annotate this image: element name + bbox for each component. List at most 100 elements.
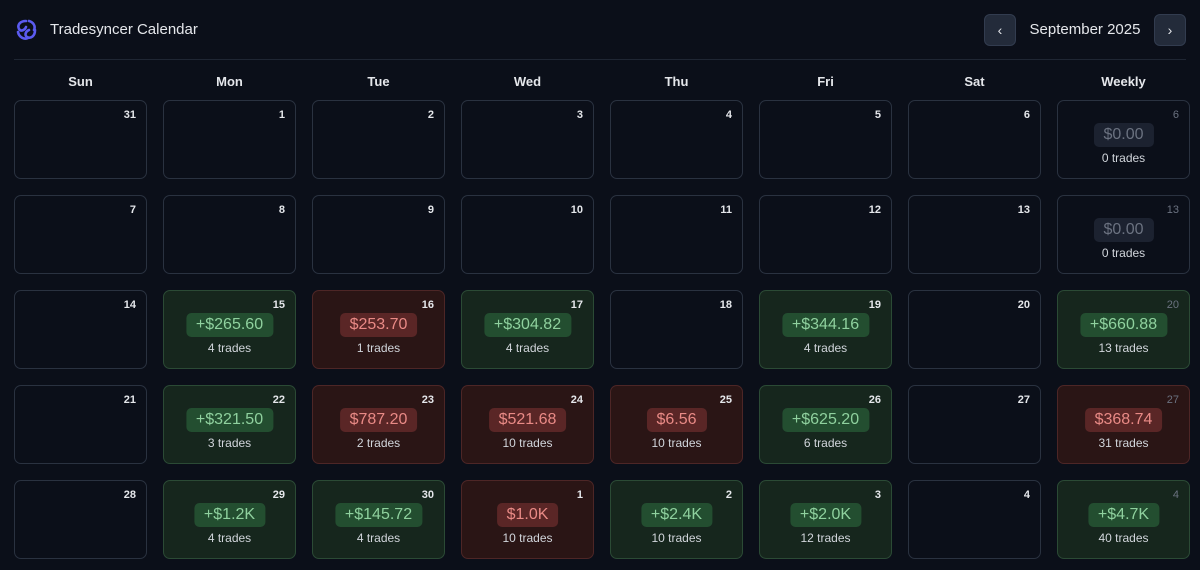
calendar-day-cell[interactable]: 20 bbox=[908, 290, 1041, 369]
weekly-trade-count: 0 trades bbox=[1101, 246, 1146, 260]
day-number: 5 bbox=[874, 109, 881, 121]
daily-trade-count: 10 trades bbox=[651, 531, 702, 545]
day-number: 14 bbox=[123, 299, 136, 311]
day-number: 27 bbox=[1017, 394, 1030, 406]
weekly-pnl-badge: +$4.7K bbox=[1087, 503, 1160, 527]
calendar-day-cell[interactable]: 26 +$625.20 6 trades bbox=[759, 385, 892, 464]
day-number: 24 bbox=[570, 394, 583, 406]
daily-trade-count: 10 trades bbox=[502, 531, 553, 545]
calendar-day-cell[interactable]: 3 +$2.0K 12 trades bbox=[759, 480, 892, 559]
daily-trade-count: 4 trades bbox=[803, 341, 848, 355]
calendar-day-cell[interactable]: 28 bbox=[14, 480, 147, 559]
daily-trade-count: 12 trades bbox=[800, 531, 851, 545]
calendar-day-cell[interactable]: 10 bbox=[461, 195, 594, 274]
calendar-day-cell[interactable]: 18 bbox=[610, 290, 743, 369]
weekly-summary-cell[interactable]: 13 $0.00 0 trades bbox=[1057, 195, 1190, 274]
day-number: 1 bbox=[278, 109, 285, 121]
daily-pnl-badge: $1.0K bbox=[496, 503, 559, 527]
weekly-pnl-badge: $0.00 bbox=[1093, 123, 1154, 147]
weekly-summary-cell[interactable]: 20 +$660.88 13 trades bbox=[1057, 290, 1190, 369]
daily-trade-count: 4 trades bbox=[207, 341, 252, 355]
calendar-day-cell[interactable]: 13 bbox=[908, 195, 1041, 274]
weekly-trade-count: 40 trades bbox=[1098, 531, 1149, 545]
daily-pnl-badge: +$321.50 bbox=[185, 408, 274, 432]
calendar-day-cell[interactable]: 16 $253.70 1 trades bbox=[312, 290, 445, 369]
chevron-right-icon: › bbox=[1167, 21, 1173, 38]
month-navigation: ‹ September 2025 › bbox=[984, 13, 1186, 46]
daily-pnl-badge: +$265.60 bbox=[185, 313, 274, 337]
next-month-button[interactable]: › bbox=[1154, 13, 1186, 46]
calendar-day-cell[interactable]: 27 bbox=[908, 385, 1041, 464]
day-number: 29 bbox=[272, 489, 285, 501]
calendar-day-cell[interactable]: 12 bbox=[759, 195, 892, 274]
day-number: 26 bbox=[868, 394, 881, 406]
weekday-header: Sun Mon Tue Wed Thu Fri Sat Weekly bbox=[14, 74, 1186, 94]
calendar-day-cell[interactable]: 31 bbox=[14, 100, 147, 179]
weekday-sat: Sat bbox=[964, 74, 985, 89]
calendar-day-cell[interactable]: 24 $521.68 10 trades bbox=[461, 385, 594, 464]
weekly-summary-cell[interactable]: 6 $0.00 0 trades bbox=[1057, 100, 1190, 179]
week-number: 20 bbox=[1166, 299, 1179, 311]
day-number: 9 bbox=[427, 204, 434, 216]
calendar-day-cell[interactable]: 25 $6.56 10 trades bbox=[610, 385, 743, 464]
calendar-day-cell[interactable]: 6 bbox=[908, 100, 1041, 179]
calendar-day-cell[interactable]: 2 +$2.4K 10 trades bbox=[610, 480, 743, 559]
calendar-day-cell[interactable]: 17 +$304.82 4 trades bbox=[461, 290, 594, 369]
day-number: 2 bbox=[427, 109, 434, 121]
calendar-day-cell[interactable]: 23 $787.20 2 trades bbox=[312, 385, 445, 464]
day-number: 3 bbox=[576, 109, 583, 121]
current-month: September 2025 bbox=[1029, 21, 1141, 38]
calendar-day-cell[interactable]: 3 bbox=[461, 100, 594, 179]
day-number: 11 bbox=[720, 204, 732, 216]
weekly-summary-cell[interactable]: 4 +$4.7K 40 trades bbox=[1057, 480, 1190, 559]
day-number: 6 bbox=[1023, 109, 1030, 121]
daily-pnl-badge: +$625.20 bbox=[781, 408, 870, 432]
weekday-wed: Wed bbox=[513, 74, 542, 89]
weekly-pnl-badge: $0.00 bbox=[1093, 218, 1154, 242]
daily-pnl-badge: $521.68 bbox=[488, 408, 567, 432]
calendar-day-cell[interactable]: 15 +$265.60 4 trades bbox=[163, 290, 296, 369]
calendar-day-cell[interactable]: 2 bbox=[312, 100, 445, 179]
app-title: Tradesyncer Calendar bbox=[50, 21, 198, 38]
weekly-summary-cell[interactable]: 27 $368.74 31 trades bbox=[1057, 385, 1190, 464]
calendar-day-cell[interactable]: 9 bbox=[312, 195, 445, 274]
day-number: 12 bbox=[868, 204, 881, 216]
calendar-day-cell[interactable]: 1 $1.0K 10 trades bbox=[461, 480, 594, 559]
weekly-pnl-badge: $368.74 bbox=[1084, 408, 1163, 432]
calendar-day-cell[interactable]: 1 bbox=[163, 100, 296, 179]
daily-trade-count: 2 trades bbox=[356, 436, 401, 450]
day-number: 23 bbox=[421, 394, 434, 406]
calendar-day-cell[interactable]: 5 bbox=[759, 100, 892, 179]
calendar-day-cell[interactable]: 29 +$1.2K 4 trades bbox=[163, 480, 296, 559]
weekday-thu: Thu bbox=[664, 74, 689, 89]
day-number: 20 bbox=[1017, 299, 1030, 311]
daily-pnl-badge: +$344.16 bbox=[781, 313, 870, 337]
header: Tradesyncer Calendar ‹ September 2025 › bbox=[14, 0, 1186, 60]
weekly-trade-count: 0 trades bbox=[1101, 151, 1146, 165]
daily-trade-count: 4 trades bbox=[207, 531, 252, 545]
daily-trade-count: 10 trades bbox=[651, 436, 702, 450]
calendar-day-cell[interactable]: 22 +$321.50 3 trades bbox=[163, 385, 296, 464]
daily-pnl-badge: +$2.0K bbox=[789, 503, 862, 527]
calendar-day-cell[interactable]: 8 bbox=[163, 195, 296, 274]
calendar-day-cell[interactable]: 30 +$145.72 4 trades bbox=[312, 480, 445, 559]
calendar-day-cell[interactable]: 21 bbox=[14, 385, 147, 464]
calendar-day-cell[interactable]: 7 bbox=[14, 195, 147, 274]
prev-month-button[interactable]: ‹ bbox=[984, 13, 1016, 46]
week-number: 4 bbox=[1172, 489, 1179, 501]
calendar-day-cell[interactable]: 11 bbox=[610, 195, 743, 274]
daily-trade-count: 6 trades bbox=[803, 436, 848, 450]
day-number: 13 bbox=[1017, 204, 1030, 216]
weekday-fri: Fri bbox=[817, 74, 834, 89]
day-number: 30 bbox=[421, 489, 434, 501]
weekday-sun: Sun bbox=[68, 74, 93, 89]
calendar-day-cell[interactable]: 14 bbox=[14, 290, 147, 369]
day-number: 2 bbox=[725, 489, 732, 501]
daily-pnl-badge: +$145.72 bbox=[334, 503, 423, 527]
calendar-day-cell[interactable]: 4 bbox=[610, 100, 743, 179]
calendar-day-cell[interactable]: 4 bbox=[908, 480, 1041, 559]
calendar-day-cell[interactable]: 19 +$344.16 4 trades bbox=[759, 290, 892, 369]
daily-trade-count: 10 trades bbox=[502, 436, 553, 450]
weekly-trade-count: 13 trades bbox=[1098, 341, 1149, 355]
daily-trade-count: 3 trades bbox=[207, 436, 252, 450]
